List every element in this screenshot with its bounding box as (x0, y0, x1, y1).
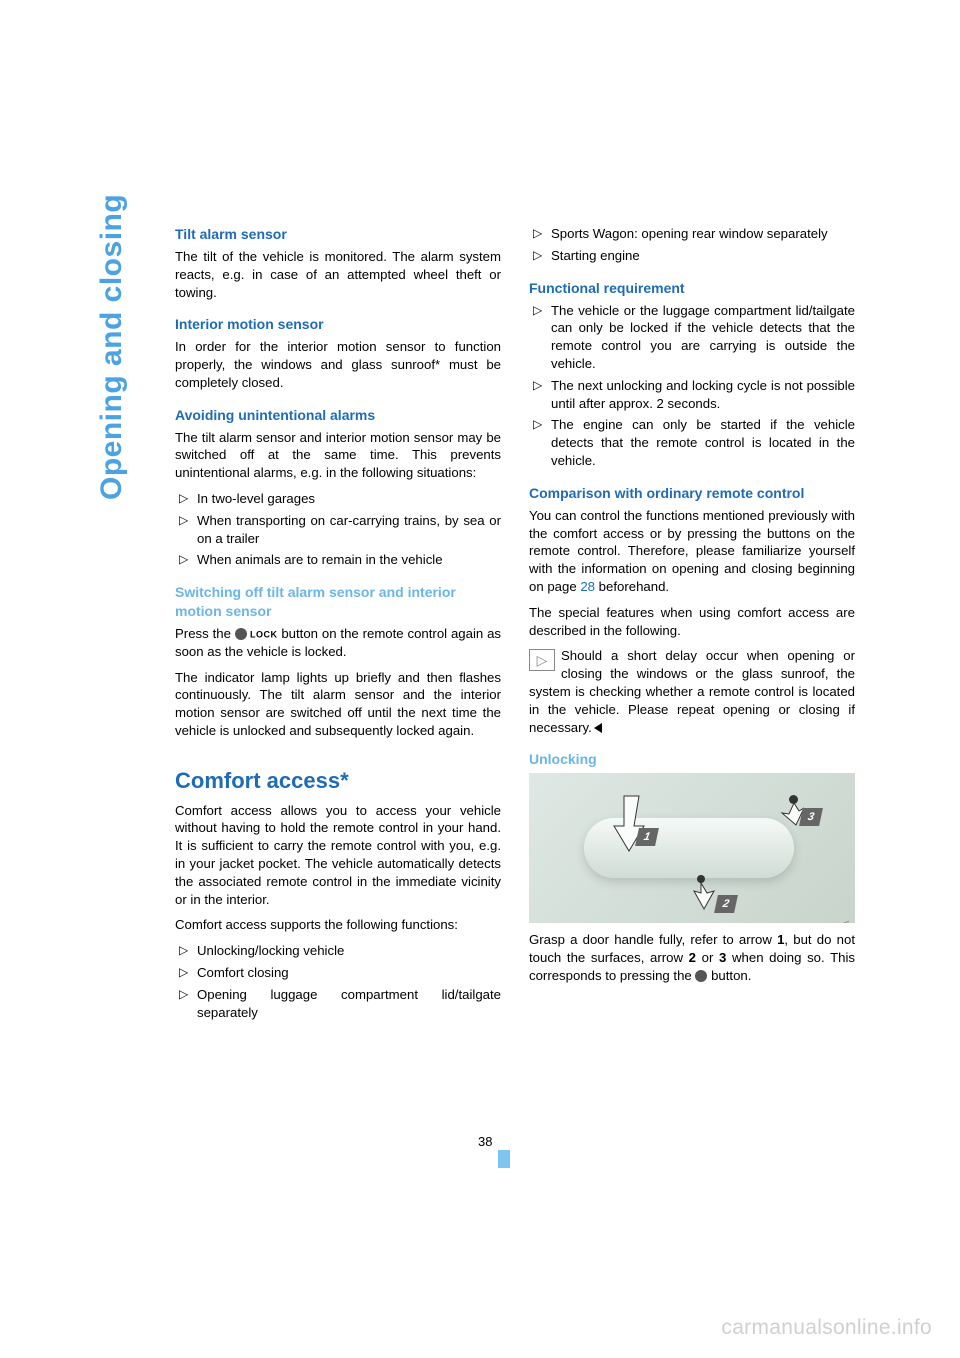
page-number: 38 (478, 1134, 492, 1149)
door-handle-figure: 1 2 3 WCA0860VA (529, 773, 855, 923)
para: In order for the interior motion sensor … (175, 338, 501, 391)
heading-avoiding-alarms: Avoiding unintentional alarms (175, 406, 501, 425)
lock-icon (235, 628, 247, 640)
list-item: In two-level garages (175, 490, 501, 508)
text: beforehand. (595, 579, 669, 594)
content-columns: Tilt alarm sensor The tilt of the vehicl… (175, 225, 855, 1030)
heading-interior-motion: Interior motion sensor (175, 315, 501, 334)
list-item: The next unlocking and locking cycle is … (529, 377, 855, 413)
heading-comparison-remote: Comparison with ordinary remote control (529, 484, 855, 503)
manual-page: Opening and closing Tilt alarm sensor Th… (0, 0, 960, 1358)
end-triangle-icon (594, 723, 602, 733)
para: Grasp a door handle fully, refer to arro… (529, 931, 855, 984)
text: or (696, 950, 719, 965)
note-para: ▷ Should a short delay occur when openin… (529, 647, 855, 736)
list-item: When transporting on car-carrying trains… (175, 512, 501, 548)
text: Grasp a door handle fully, refer to arro… (529, 932, 777, 947)
text: You can control the functions mentioned … (529, 508, 855, 594)
text: button. (707, 968, 751, 983)
note-text: Should a short delay occur when opening … (529, 648, 855, 734)
para: You can control the functions mentioned … (529, 507, 855, 596)
heading-unlocking: Unlocking (529, 750, 855, 769)
heading-comfort-access: Comfort access* (175, 766, 501, 796)
section-side-title: Opening and closing (95, 194, 129, 500)
watermark-text: carmanualsonline.info (721, 1316, 932, 1340)
list-item: The engine can only be started if the ve… (529, 416, 855, 469)
figure-credit: WCA0860VA (842, 919, 853, 923)
para: The indicator lamp lights up briefly and… (175, 669, 501, 740)
text: Press the (175, 626, 235, 641)
heading-switching-off: Switching off tilt alarm sensor and inte… (175, 583, 501, 621)
arrow-1-icon (604, 791, 654, 861)
ref-2: 2 (689, 950, 696, 965)
list-item: Opening luggage compartment lid/tailgate… (175, 986, 501, 1022)
para: The tilt of the vehicle is monitored. Th… (175, 248, 501, 301)
para: Press the LOCK button on the remote cont… (175, 625, 501, 661)
para: The tilt alarm sensor and interior motio… (175, 429, 501, 482)
bullet-list: Unlocking/locking vehicle Comfort closin… (175, 942, 501, 1021)
heading-tilt-alarm: Tilt alarm sensor (175, 225, 501, 244)
para: The special features when using comfort … (529, 604, 855, 640)
figure-label-3: 3 (799, 808, 823, 826)
page-link-28[interactable]: 28 (580, 579, 595, 594)
list-item: When animals are to remain in the vehicl… (175, 551, 501, 569)
unlock-icon (695, 970, 707, 982)
figure-label-2: 2 (714, 895, 738, 913)
right-column: Sports Wagon: opening rear window separa… (529, 225, 855, 1030)
figure-label-1: 1 (635, 828, 659, 846)
list-item: Sports Wagon: opening rear window separa… (529, 225, 855, 243)
para: Comfort access allows you to access your… (175, 802, 501, 909)
bullet-list: Sports Wagon: opening rear window separa… (529, 225, 855, 265)
page-number-bar (498, 1150, 510, 1168)
note-icon: ▷ (529, 649, 555, 671)
list-item: Comfort closing (175, 964, 501, 982)
lock-label: LOCK (247, 629, 278, 639)
left-column: Tilt alarm sensor The tilt of the vehicl… (175, 225, 501, 1030)
list-item: Unlocking/locking vehicle (175, 942, 501, 960)
heading-functional-req: Functional requirement (529, 279, 855, 298)
bullet-list: The vehicle or the luggage compartment l… (529, 302, 855, 470)
list-item: Starting engine (529, 247, 855, 265)
para: Comfort access supports the following fu… (175, 916, 501, 934)
bullet-list: In two-level garages When transporting o… (175, 490, 501, 569)
list-item: The vehicle or the luggage compartment l… (529, 302, 855, 373)
